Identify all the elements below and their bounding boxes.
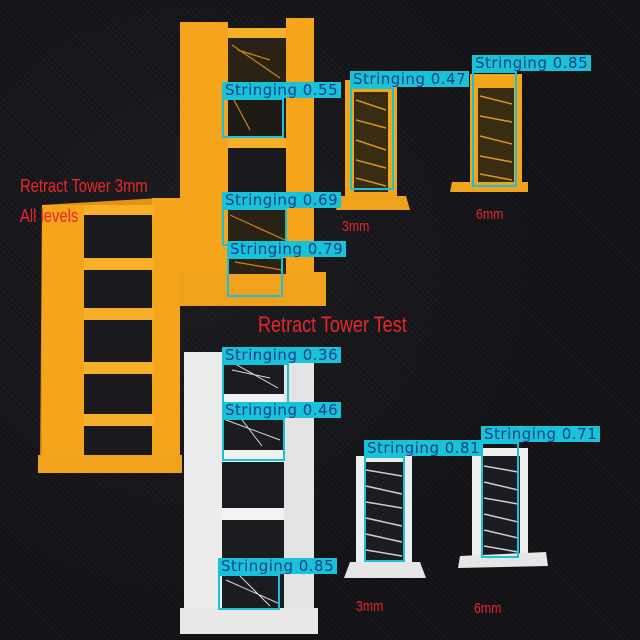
detection-label: Stringing 0.85 <box>218 558 338 574</box>
detection-label: Stringing 0.69 <box>222 192 342 208</box>
detection-label: Stringing 0.81 <box>364 440 484 456</box>
label-3mm-top: 3mm <box>342 218 370 235</box>
detection-label: Stringing 0.55 <box>222 82 342 98</box>
orange-tower-title: Retract Tower 3mm <box>20 176 148 196</box>
detection-label: Stringing 0.47 <box>350 71 470 87</box>
detection-box <box>364 456 405 562</box>
detection-box <box>227 257 283 297</box>
detection-label: Stringing 0.36 <box>222 347 342 363</box>
detection-box <box>222 418 285 461</box>
label-6mm-bottom: 6mm <box>474 600 502 617</box>
orange-tower-subtitle: All levels <box>20 206 79 226</box>
detection-label: Stringing 0.79 <box>227 241 347 257</box>
orange-small-3mm <box>336 80 410 210</box>
detection-box <box>472 71 517 187</box>
label-3mm-bottom: 3mm <box>356 598 384 615</box>
detection-box <box>350 87 394 190</box>
detection-label: Stringing 0.85 <box>472 55 592 71</box>
detection-label: Stringing 0.71 <box>481 426 601 442</box>
detection-box <box>218 574 280 610</box>
label-6mm-top: 6mm <box>476 206 504 223</box>
center-title: Retract Tower Test <box>258 312 407 337</box>
detection-box <box>222 98 284 138</box>
orange-small-6mm <box>450 74 528 192</box>
detection-label: Stringing 0.46 <box>222 402 342 418</box>
detection-box <box>481 442 519 558</box>
orange-tower-left <box>38 198 182 473</box>
